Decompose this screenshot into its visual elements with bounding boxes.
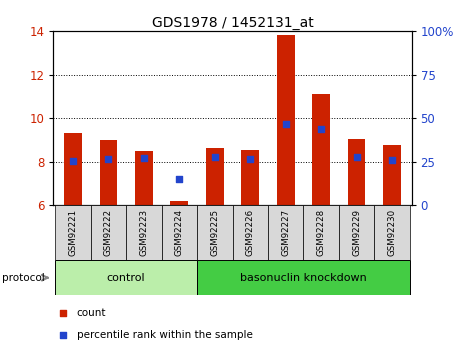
Point	[282, 121, 289, 127]
Text: GSM92223: GSM92223	[140, 209, 148, 256]
Bar	[91, 205, 126, 260]
Point	[353, 155, 360, 160]
Point	[388, 157, 396, 163]
Point	[318, 126, 325, 131]
Text: GSM92227: GSM92227	[281, 209, 290, 256]
Bar	[55, 260, 197, 295]
Bar	[126, 205, 162, 260]
Text: count: count	[77, 308, 106, 318]
Point	[69, 158, 77, 164]
Bar	[197, 205, 232, 260]
Text: GSM92225: GSM92225	[210, 209, 219, 256]
Point	[59, 332, 67, 338]
Text: protocol: protocol	[2, 273, 45, 283]
Point	[211, 155, 219, 160]
Text: GSM92226: GSM92226	[246, 209, 255, 256]
Text: control: control	[107, 273, 146, 283]
Bar	[374, 205, 410, 260]
Bar	[232, 205, 268, 260]
Text: GSM92221: GSM92221	[68, 209, 78, 256]
Bar	[55, 205, 91, 260]
Text: basonuclin knockdown: basonuclin knockdown	[240, 273, 367, 283]
Bar	[303, 205, 339, 260]
Point	[246, 156, 254, 162]
Bar	[348, 139, 365, 205]
Text: GSM92222: GSM92222	[104, 209, 113, 256]
Bar	[206, 148, 224, 205]
Bar	[241, 150, 259, 205]
Point	[105, 156, 112, 162]
Text: GSM92228: GSM92228	[317, 209, 326, 256]
Title: GDS1978 / 1452131_at: GDS1978 / 1452131_at	[152, 16, 313, 30]
Bar	[277, 36, 294, 205]
Bar	[64, 134, 82, 205]
Bar	[135, 151, 153, 205]
Text: GSM92224: GSM92224	[175, 209, 184, 256]
Text: GSM92230: GSM92230	[387, 209, 397, 256]
Bar	[162, 205, 197, 260]
Bar	[171, 201, 188, 205]
Point	[59, 310, 67, 315]
Text: GSM92229: GSM92229	[352, 209, 361, 256]
Bar	[268, 205, 303, 260]
Point	[140, 156, 147, 161]
Bar	[100, 140, 117, 205]
Point	[176, 176, 183, 182]
Bar	[312, 94, 330, 205]
Bar	[339, 205, 374, 260]
Text: percentile rank within the sample: percentile rank within the sample	[77, 330, 252, 340]
Bar	[383, 145, 401, 205]
Bar	[197, 260, 410, 295]
